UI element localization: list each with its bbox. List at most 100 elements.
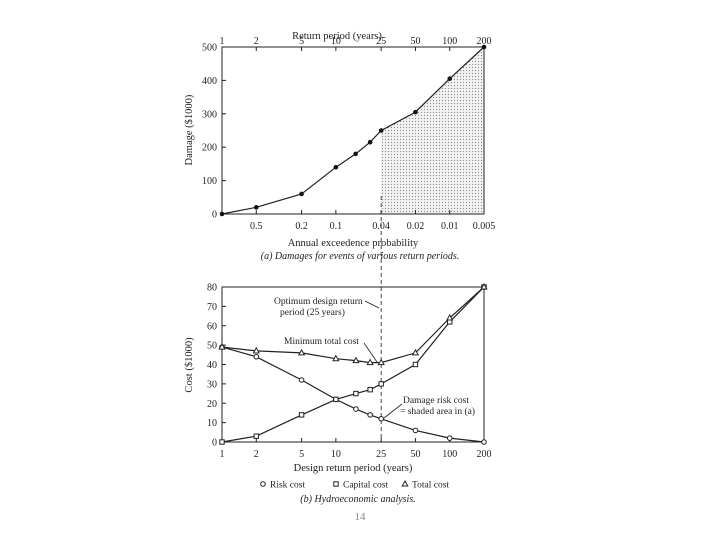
x-tick-label: 25 bbox=[376, 449, 386, 460]
x-tick-label: 0.005 bbox=[473, 221, 496, 232]
capital-cost-series bbox=[219, 284, 487, 445]
cost-chart-y-axis-label: Cost ($1000) bbox=[184, 337, 195, 393]
y-tick-label: 0 bbox=[212, 210, 217, 221]
capital-cost-marker bbox=[412, 361, 419, 368]
risk-cost-marker bbox=[378, 415, 384, 422]
total-cost-series bbox=[218, 282, 488, 366]
damage-chart-caption: (a) Damages for events of various return… bbox=[261, 251, 460, 262]
x-tick-label: 10 bbox=[331, 449, 341, 460]
damage-point bbox=[353, 151, 358, 157]
y-tick-label: 40 bbox=[207, 360, 217, 371]
damage-risk-shaded-area bbox=[381, 47, 484, 214]
capital-cost-line bbox=[221, 286, 485, 443]
legend-label: Capital cost bbox=[343, 481, 388, 491]
total-cost-marker bbox=[401, 479, 409, 487]
risk-cost-marker bbox=[446, 435, 453, 441]
annotation-damage-arrow bbox=[383, 403, 403, 419]
capital-cost-marker bbox=[333, 481, 339, 487]
annotation-optimum: Optimum design return period (25 years) bbox=[274, 297, 380, 318]
annotation-damage-line-1: Damage risk cost bbox=[403, 396, 469, 406]
damage-chart-y-axis-label: Damage ($1000) bbox=[184, 94, 195, 165]
total-cost-marker bbox=[297, 348, 306, 356]
cost-chart-legend: Risk cost Capital cost Total cost bbox=[260, 479, 449, 491]
cost-chart-series bbox=[218, 282, 488, 445]
y-tick-label: 200 bbox=[202, 143, 217, 154]
risk-cost-marker bbox=[367, 412, 373, 418]
top-tick-label: 2 bbox=[254, 36, 259, 47]
damage-point bbox=[447, 76, 453, 82]
annotation-optimum-arrow bbox=[364, 300, 380, 309]
damage-point bbox=[219, 211, 225, 217]
damage-point bbox=[299, 191, 304, 197]
annotation-minimum-arrow bbox=[363, 342, 378, 363]
damage-point bbox=[333, 164, 339, 170]
total-cost-marker bbox=[252, 346, 260, 354]
x-tick-label: 0.1 bbox=[330, 221, 343, 232]
x-tick-label: 1 bbox=[220, 449, 225, 460]
annotation-minimum-text: Minimum total cost bbox=[284, 337, 359, 347]
x-tick-label: 5 bbox=[299, 449, 304, 460]
damage-chart-top-ticks: 1 2 5 10 25 50 100 200 bbox=[220, 36, 492, 51]
x-tick-label: 0.02 bbox=[407, 221, 425, 232]
top-tick-label: 1 bbox=[220, 36, 225, 47]
capital-cost-marker bbox=[253, 433, 259, 439]
y-tick-label: 10 bbox=[207, 418, 217, 429]
top-tick-label: 50 bbox=[410, 36, 420, 47]
cost-chart-x-axis-label: Design return period (years) bbox=[294, 463, 413, 474]
y-tick-label: 30 bbox=[207, 379, 217, 390]
capital-cost-marker bbox=[333, 396, 339, 403]
y-tick-label: 0 bbox=[212, 438, 217, 449]
damage-series-points bbox=[219, 44, 487, 217]
damage-chart-x-axis-label: Annual exceedence probability bbox=[288, 238, 419, 249]
total-cost-marker bbox=[352, 356, 360, 364]
x-tick-label: 200 bbox=[477, 449, 492, 460]
risk-cost-marker bbox=[412, 427, 419, 434]
cost-chart-x-ticks: 1 2 5 10 25 50 100 200 bbox=[220, 438, 492, 460]
total-cost-marker bbox=[377, 358, 385, 366]
y-tick-label: 60 bbox=[207, 321, 217, 332]
legend-label: Total cost bbox=[412, 481, 449, 491]
top-tick-label: 5 bbox=[299, 36, 304, 47]
risk-cost-marker bbox=[253, 353, 260, 360]
x-tick-label: 0.5 bbox=[250, 221, 263, 232]
capital-cost-marker bbox=[353, 390, 359, 397]
total-cost-marker bbox=[446, 313, 454, 321]
x-tick-label: 100 bbox=[442, 449, 457, 460]
risk-cost-marker bbox=[481, 439, 487, 445]
damage-point bbox=[378, 128, 384, 133]
y-tick-label: 50 bbox=[207, 341, 217, 352]
total-cost-marker bbox=[480, 282, 488, 290]
annotation-optimum-line-2: period (25 years) bbox=[280, 307, 345, 318]
damage-chart: 0.5 0.2 0.1 0.04 0.02 0.01 0.005 1 2 5 10 25 50 100 2… bbox=[184, 31, 495, 262]
top-tick-label: 10 bbox=[331, 36, 341, 47]
capital-cost-marker bbox=[219, 439, 225, 445]
x-tick-label: 0.2 bbox=[295, 221, 308, 232]
y-tick-label: 400 bbox=[202, 76, 217, 87]
y-tick-label: 100 bbox=[202, 176, 217, 187]
y-tick-label: 20 bbox=[207, 399, 217, 410]
y-tick-label: 300 bbox=[202, 109, 217, 120]
total-cost-marker bbox=[218, 343, 226, 350]
annotation-minimum: Minimum total cost bbox=[284, 337, 378, 363]
risk-cost-marker bbox=[353, 406, 359, 412]
capital-cost-marker bbox=[378, 381, 384, 387]
damage-point bbox=[367, 139, 373, 145]
cost-chart-y-ticks: 0 10 20 30 40 50 60 70 80 bbox=[207, 283, 226, 449]
top-tick-label: 100 bbox=[442, 36, 457, 47]
capital-cost-marker bbox=[298, 412, 305, 418]
damage-point bbox=[413, 109, 418, 115]
x-tick-label: 0.01 bbox=[441, 221, 459, 232]
top-tick-label: 25 bbox=[376, 36, 386, 47]
y-tick-label: 500 bbox=[202, 43, 217, 54]
risk-cost-line bbox=[221, 346, 485, 443]
annotation-optimum-line-1: Optimum design return bbox=[274, 297, 363, 307]
annotation-damage: Damage risk cost = shaded area in (a) bbox=[383, 396, 475, 419]
damage-series-line bbox=[221, 46, 485, 215]
slide-number: 14 bbox=[355, 511, 367, 523]
damage-chart-top-axis-label: Return period (years) bbox=[292, 31, 382, 42]
damage-point bbox=[481, 44, 487, 50]
cost-chart-frame bbox=[221, 286, 485, 443]
total-cost-marker bbox=[366, 358, 374, 366]
